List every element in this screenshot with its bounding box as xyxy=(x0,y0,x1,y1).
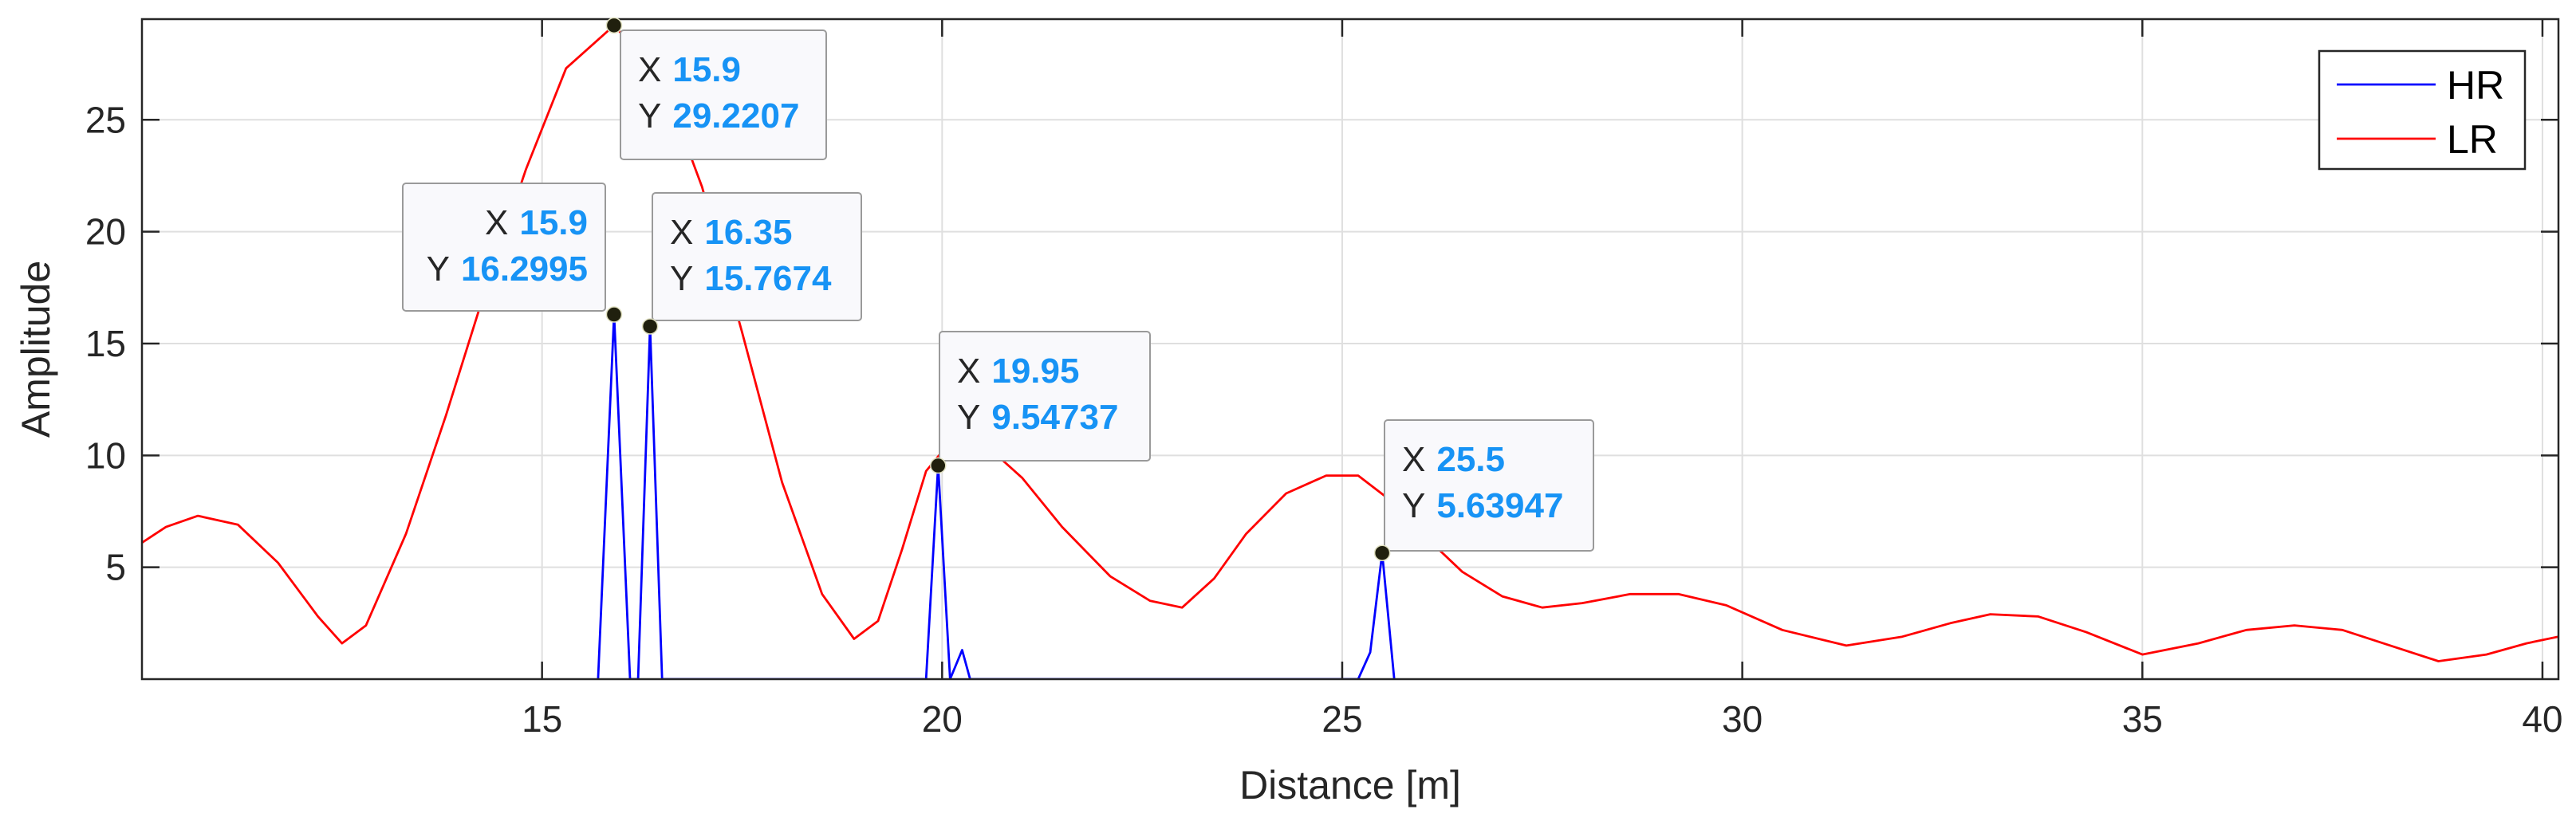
x-tick-label: 15 xyxy=(522,698,562,740)
datatip[interactable]: X 15.9 Y 29.2207 xyxy=(605,17,827,160)
plot-frame xyxy=(140,18,2560,681)
legend[interactable]: HR LR xyxy=(2318,49,2527,171)
datatip-marker[interactable] xyxy=(930,457,947,474)
datatip-marker[interactable] xyxy=(605,306,623,323)
y-tick-label: 15 xyxy=(85,323,126,364)
y-axis-label: Amplitude xyxy=(14,261,58,438)
datatip-y-key: Y xyxy=(638,96,661,136)
datatip-x-key: X xyxy=(670,213,693,252)
datatip-x: X 15.9 xyxy=(485,203,588,242)
datatip-y: Y 16.2995 xyxy=(427,249,588,289)
datatip-y-value: 15.7674 xyxy=(704,259,832,298)
datatip-x-value: 15.9 xyxy=(672,50,741,89)
x-tick-label: 25 xyxy=(1321,698,1362,740)
datatip-x: X 16.35 xyxy=(670,213,792,252)
y-tick-label: 10 xyxy=(85,434,126,476)
datatip-y: Y 9.54737 xyxy=(957,398,1118,437)
datatip[interactable]: X 19.95 Y 9.54737 xyxy=(930,331,1151,474)
datatip-marker[interactable] xyxy=(1373,544,1391,561)
datatip-x: X 15.9 xyxy=(638,50,741,89)
datatips-layer: X 15.9 Y 29.2207 X 15.9 Y 16.2995 X 16.35 Y 15.7674… xyxy=(402,17,1594,561)
datatip-x-value: 19.95 xyxy=(991,352,1079,391)
y-tick-label: 20 xyxy=(85,211,126,253)
datatip-x-value: 25.5 xyxy=(1436,440,1505,479)
series-layer xyxy=(142,24,2558,679)
datatip-box xyxy=(620,29,827,160)
datatip-box xyxy=(1384,419,1594,552)
x-tick-label: 20 xyxy=(922,698,963,740)
legend-box xyxy=(2318,49,2527,171)
datatip-y-value: 29.2207 xyxy=(672,96,799,136)
ticks-layer: 15 20 25 30 35 40 5 10 15 20 25 xyxy=(85,19,2563,740)
datatip-y: Y 29.2207 xyxy=(638,96,799,136)
datatip-y-value: 16.2995 xyxy=(461,249,588,289)
x-tick-label: 35 xyxy=(2122,698,2163,740)
legend-label-lr: LR xyxy=(2447,117,2498,162)
datatip-x: X 19.95 xyxy=(957,352,1079,391)
y-tick-label: 5 xyxy=(105,547,126,588)
datatip-y-key: Y xyxy=(670,259,693,298)
legend-label-hr: HR xyxy=(2447,63,2504,108)
x-axis-label: Distance [m] xyxy=(1239,763,1461,807)
datatip-y: Y 5.63947 xyxy=(1402,486,1563,525)
datatip-x-key: X xyxy=(1402,440,1425,479)
datatip-y-value: 5.63947 xyxy=(1436,486,1563,525)
datatip-x-key: X xyxy=(485,203,508,242)
datatip-box xyxy=(939,331,1151,462)
datatip[interactable]: X 25.5 Y 5.63947 xyxy=(1373,419,1594,561)
datatip-x-value: 15.9 xyxy=(519,203,588,242)
datatip-marker[interactable] xyxy=(641,318,659,335)
datatip-y-key: Y xyxy=(957,398,980,437)
datatip-y: Y 15.7674 xyxy=(670,259,832,298)
datatip-box xyxy=(652,192,862,321)
datatip-y-key: Y xyxy=(1402,486,1425,525)
x-tick-label: 30 xyxy=(1722,698,1763,740)
datatip[interactable]: X 15.9 Y 16.2995 xyxy=(402,183,623,323)
datatip[interactable]: X 16.35 Y 15.7674 xyxy=(641,192,862,335)
datatip-x-value: 16.35 xyxy=(704,213,792,252)
y-tick-label: 25 xyxy=(85,99,126,140)
datatip-y-key: Y xyxy=(427,249,450,289)
datatip-x-key: X xyxy=(638,50,661,89)
datatip-x: X 25.5 xyxy=(1402,440,1505,479)
grid-layer xyxy=(142,19,2558,679)
datatip-marker[interactable] xyxy=(605,17,623,34)
datatip-y-value: 9.54737 xyxy=(991,398,1118,437)
x-tick-label: 40 xyxy=(2522,698,2562,740)
datatip-box xyxy=(402,183,606,312)
datatip-x-key: X xyxy=(957,352,980,391)
